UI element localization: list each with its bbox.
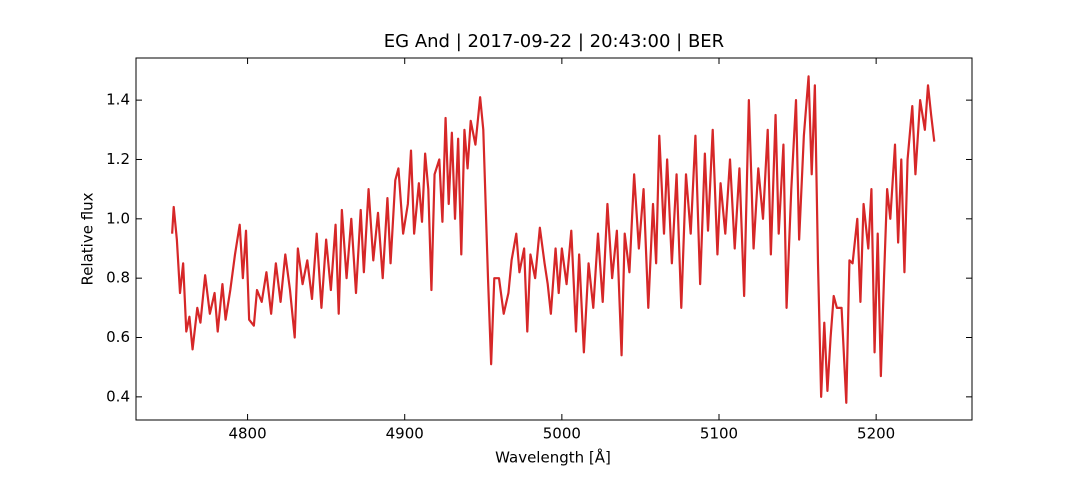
y-tick-label: 0.4 (106, 387, 130, 405)
spectrum-line (171, 75, 936, 404)
y-tick-label: 0.8 (106, 269, 130, 287)
x-tick-label: 4800 (228, 425, 266, 443)
x-tick-label: 4900 (386, 425, 424, 443)
x-axis-label: Wavelength [Å] (495, 448, 611, 467)
y-tick-label: 0.6 (106, 328, 130, 346)
plot-frame (135, 57, 973, 421)
chart-title: EG And | 2017-09-22 | 20:43:00 | BER (384, 31, 724, 52)
y-tick-label: 1.0 (106, 209, 130, 227)
y-axis-label: Relative flux (79, 192, 97, 285)
y-tick-label: 1.2 (106, 150, 130, 168)
x-tick-label: 5200 (857, 425, 895, 443)
x-tick-label: 5100 (700, 425, 738, 443)
y-tick-label: 1.4 (106, 91, 130, 109)
x-tick-label: 5000 (543, 425, 581, 443)
